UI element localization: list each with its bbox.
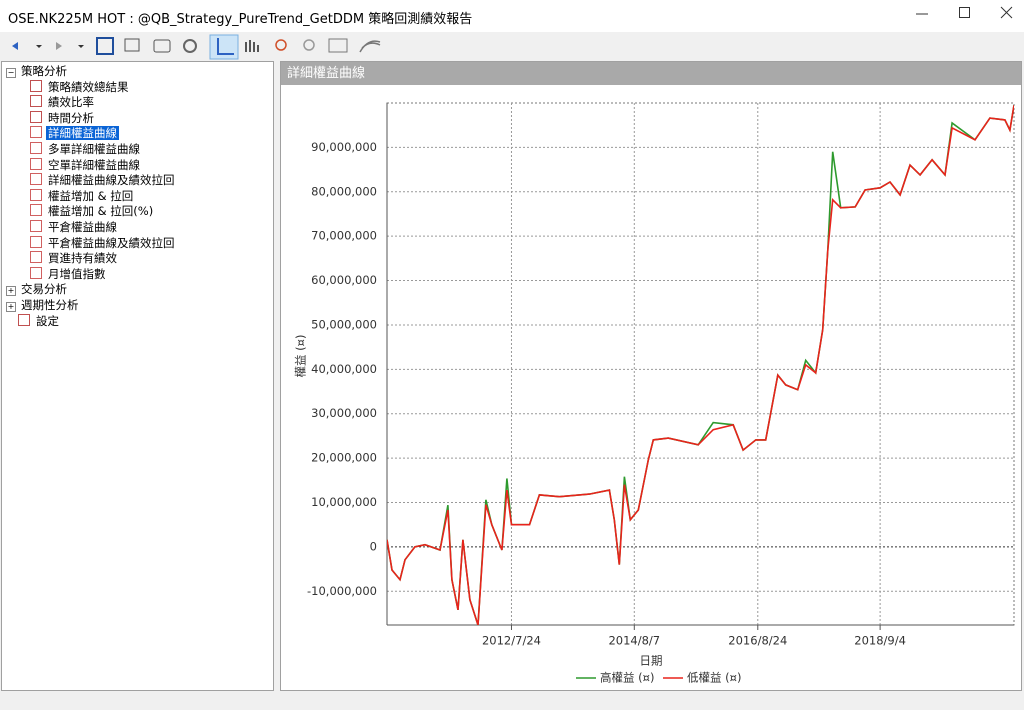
legend-label: 高權益 (¤): [600, 671, 654, 685]
crosshair-button[interactable]: [209, 34, 239, 60]
save-button[interactable]: [96, 37, 114, 55]
node-icon: [30, 79, 42, 92]
node-icon: [18, 313, 30, 326]
expander[interactable]: +: [6, 286, 16, 297]
chart-panel: 詳細權益曲線 權益 (¤) 日期 -10,000,000 0 10,000,000 2…: [280, 61, 1022, 691]
y-tick-label: 30,000,000: [311, 406, 377, 420]
crosshair-icon: [217, 38, 234, 55]
node-icon: [30, 110, 42, 123]
minimize-button[interactable]: [915, 6, 929, 20]
back-dropdown[interactable]: [36, 45, 42, 48]
y-tick-label: 40,000,000: [311, 362, 377, 376]
chart: 權益 (¤) 日期 -10,000,000 0 10,000,000 20,000,0…: [294, 102, 1015, 685]
tree-node[interactable]: 月增值指數: [30, 266, 108, 282]
back-button[interactable]: [12, 42, 18, 50]
style-button[interactable]: [359, 40, 381, 53]
tree-node[interactable]: 策略績效總結果: [30, 79, 131, 95]
panel-title: 詳細權益曲線: [281, 62, 1021, 85]
tree-node[interactable]: 多單詳細權益曲線: [30, 142, 142, 157]
node-icon: [30, 266, 42, 279]
y-tick-label: 80,000,000: [311, 184, 377, 198]
tree-node[interactable]: − 策略分析: [6, 64, 69, 79]
tree-label: 設定: [36, 313, 59, 328]
x-tick-label: 2014/8/7: [608, 634, 660, 648]
tree-label: 空單詳細權益曲線: [48, 157, 140, 172]
tree-label: 平倉權益曲線: [48, 220, 117, 234]
maximize-button[interactable]: [958, 6, 972, 20]
print-button[interactable]: [153, 39, 171, 53]
tree-node[interactable]: + 交易分析: [6, 282, 69, 297]
tree-node[interactable]: 空單詳細權益曲線: [30, 157, 142, 173]
fit-button[interactable]: [328, 38, 348, 53]
settings-button[interactable]: [183, 39, 197, 53]
tree-node[interactable]: 績效比率: [30, 95, 96, 110]
y-tick-label: -10,000,000: [307, 584, 377, 598]
tree-node[interactable]: 權益增加 & 拉回: [30, 188, 135, 204]
y-axis-label: 權益 (¤): [294, 335, 308, 378]
x-tick-label: 2018/9/4: [854, 634, 906, 648]
y-tick-label: 50,000,000: [311, 317, 377, 331]
tree-label: 交易分析: [21, 282, 67, 297]
node-icon: [30, 126, 42, 139]
forward-dropdown[interactable]: [78, 45, 84, 48]
y-tick-label: 90,000,000: [311, 140, 377, 154]
tree-node[interactable]: 平倉權益曲線: [30, 220, 119, 235]
expander[interactable]: −: [6, 68, 16, 78]
node-icon: [30, 188, 42, 201]
node-icon: [30, 220, 42, 232]
expander[interactable]: +: [6, 302, 16, 312]
x-tick-label: 2016/8/24: [728, 634, 787, 648]
zoom-out-button[interactable]: [303, 39, 315, 51]
status-bar: [0, 691, 1024, 710]
toolbar-icons: [12, 34, 381, 60]
node-icon: [30, 235, 42, 248]
y-tick-label: 70,000,000: [311, 229, 377, 243]
tree-node[interactable]: 詳細權益曲線: [30, 126, 119, 141]
tree-label: 權益增加 & 拉回: [48, 188, 134, 203]
tree-node[interactable]: 設定: [18, 313, 61, 329]
close-button[interactable]: [1000, 6, 1014, 20]
legend-label: 低權益 (¤): [687, 671, 741, 685]
y-tick-label: 0: [370, 539, 377, 553]
tree-label: 策略分析: [21, 64, 67, 78]
forward-button[interactable]: [56, 42, 62, 50]
zoom-in-button[interactable]: [275, 39, 287, 51]
copy-button[interactable]: [124, 38, 140, 52]
window-title: OSE.NK225M HOT : @QB_Strategy_PureTrend_…: [8, 12, 473, 27]
toolbar: [0, 32, 1024, 60]
tree-label: 多單詳細權益曲線: [48, 142, 140, 156]
tree-label: 平倉權益曲線及績效拉回: [48, 235, 175, 250]
node-icon: [30, 157, 42, 170]
x-tick-label: 2012/7/24: [482, 634, 541, 648]
tree-node[interactable]: 詳細權益曲線及績效拉回: [30, 173, 177, 188]
tree-label: 績效比率: [48, 95, 94, 110]
y-tick-label: 60,000,000: [311, 273, 377, 287]
tree-label: 權益增加 & 拉回(%): [48, 204, 154, 219]
tree-node[interactable]: 平倉權益曲線及績效拉回: [30, 235, 177, 251]
tree-node[interactable]: 時間分析: [30, 110, 96, 126]
report-tree: − 策略分析 策略績效總結果 績效比率 時間分析 詳細權益曲線 多單詳細權益曲線 空單詳細權益…: [1, 61, 274, 691]
node-icon: [30, 95, 42, 108]
tree-label: 時間分析: [48, 110, 94, 125]
node-icon: [30, 251, 42, 264]
x-axis-label: 日期: [640, 654, 663, 668]
pan-button[interactable]: [245, 40, 259, 52]
title-bar: OSE.NK225M HOT : @QB_Strategy_PureTrend_…: [0, 0, 1024, 32]
y-tick-label: 20,000,000: [311, 451, 377, 465]
tree-node[interactable]: 權益增加 & 拉回(%): [30, 204, 155, 219]
tree-label: 詳細權益曲線及績效拉回: [48, 173, 175, 188]
y-tick-label: 10,000,000: [311, 495, 377, 509]
tree-label: 週期性分析: [21, 298, 79, 312]
tree-label: 月增值指數: [48, 266, 106, 281]
tree-label: 策略績效總結果: [48, 79, 129, 94]
node-icon: [30, 142, 42, 154]
node-icon: [30, 173, 42, 186]
equity-line: [387, 105, 1014, 625]
tree-label: 買進持有績效: [48, 251, 117, 266]
tree-node[interactable]: 買進持有績效: [30, 251, 119, 266]
tree-label: 詳細權益曲線: [46, 126, 119, 141]
tree-node[interactable]: + 週期性分析: [6, 298, 81, 313]
node-icon: [30, 204, 42, 217]
